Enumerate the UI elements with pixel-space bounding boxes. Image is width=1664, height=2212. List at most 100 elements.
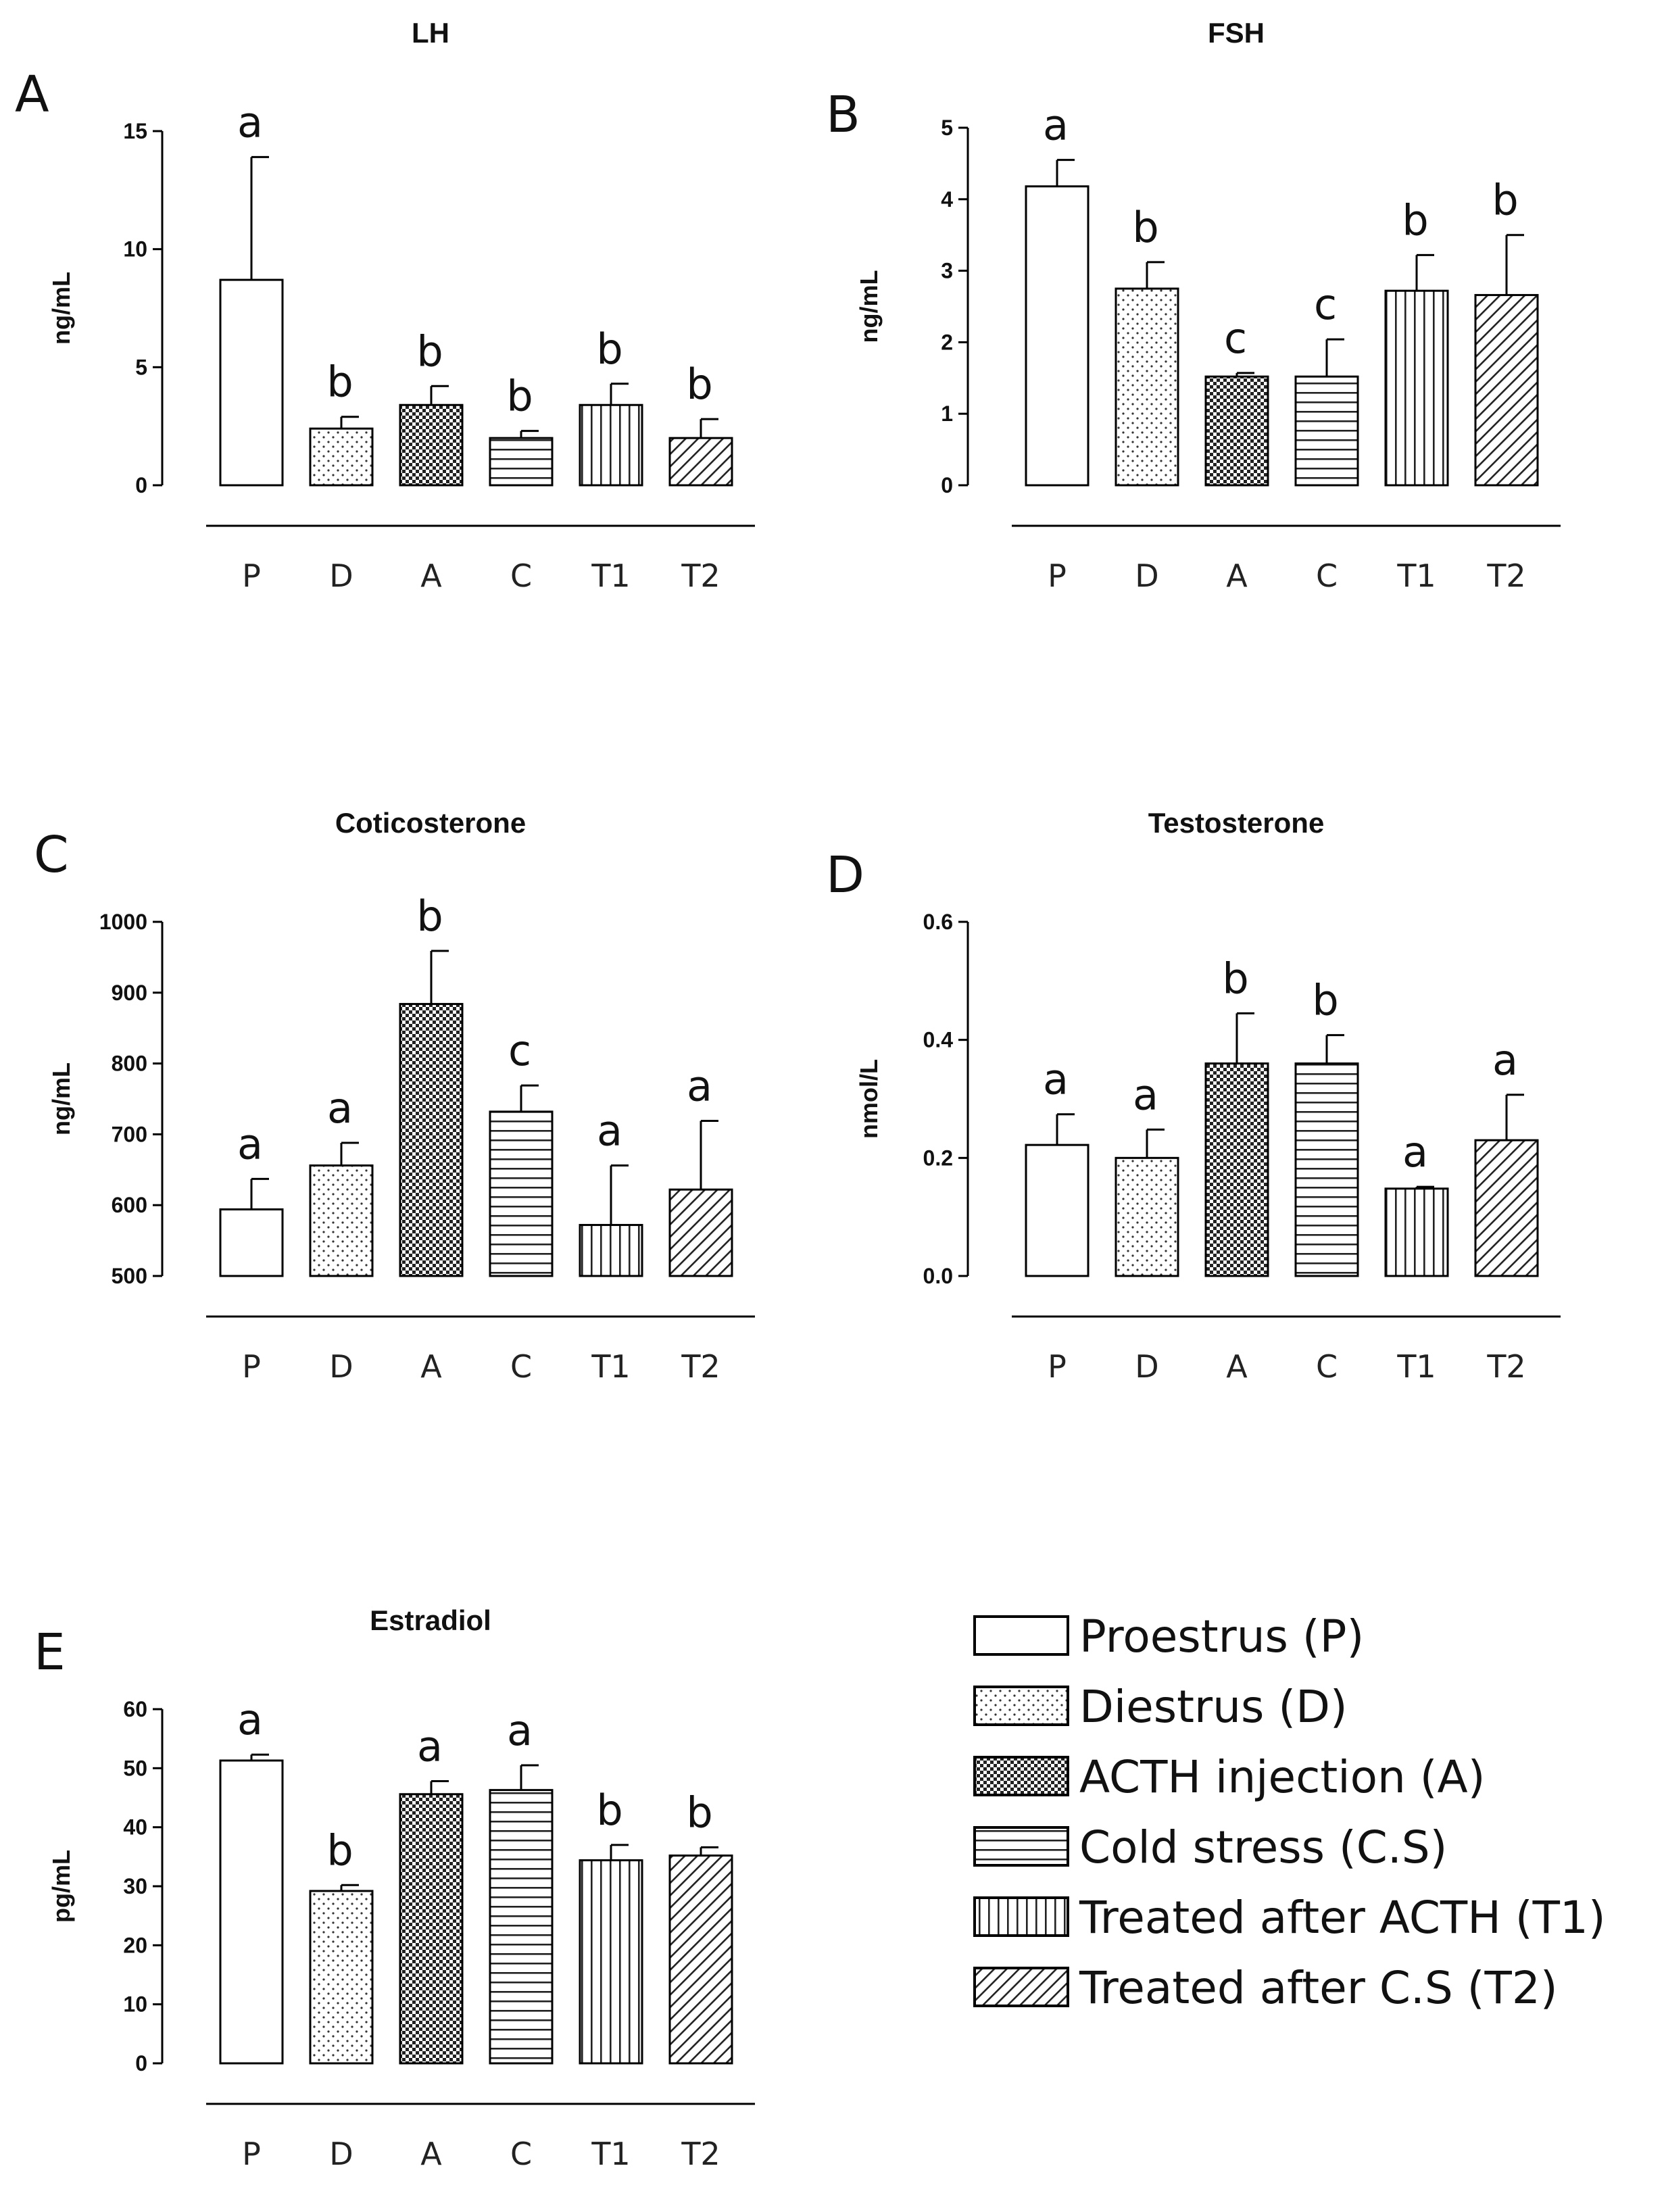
significance-letter: b	[596, 1786, 622, 1835]
x-tick-label: A	[420, 2136, 442, 2172]
legend-item-p: Proestrus (P)	[973, 1611, 1364, 1663]
significance-letter: a	[1043, 1055, 1069, 1104]
chart-corticosterone: Coticosterone ng/mL 500 600 700 800 900 1000 a Pa…	[47, 807, 755, 1385]
significance-letter: b	[1402, 195, 1428, 245]
x-tick-label: C	[510, 558, 532, 594]
chart-estradiol: Estradiol pg/mL 0 10 20 30 40 50 60 a Pb Da Aa Cb T1 b T…	[47, 1604, 755, 2172]
y-tick-label: 10	[123, 237, 147, 262]
legend-item-a: ACTH injection (A)	[973, 1751, 1485, 1803]
y-tick-label: 3	[941, 259, 953, 283]
x-tick-label: T1	[591, 1348, 630, 1385]
legend-label: ACTH injection (A)	[1079, 1751, 1485, 1803]
y-tick-label: 20	[123, 1933, 147, 1957]
bar-c	[489, 1110, 554, 1277]
x-tick-label: C	[510, 1348, 532, 1385]
bar-t1	[579, 403, 643, 487]
bar-t2	[1474, 294, 1539, 487]
x-tick-label: A	[420, 558, 442, 594]
legend-label: Treated after C.S (T2)	[1079, 1962, 1558, 2014]
legend-label: Proestrus (P)	[1079, 1611, 1364, 1663]
legend-swatch	[973, 1756, 1069, 1796]
legend-label: Diestrus (D)	[1079, 1681, 1348, 1733]
bar-p	[219, 1208, 284, 1277]
significance-letter: b	[1312, 976, 1338, 1025]
y-tick-label: 900	[112, 981, 147, 1005]
significance-letter: c	[1314, 280, 1337, 329]
significance-letter: a	[507, 1706, 533, 1755]
y-axis-label: ng/mL	[47, 1062, 75, 1135]
bar-c	[1294, 375, 1359, 487]
legend: Proestrus (P) Diestrus (D) ACTH injection …	[973, 1611, 1606, 2014]
bar-t1	[579, 1859, 643, 2065]
legend-swatch	[973, 1826, 1069, 1867]
bar-t1	[1384, 1187, 1449, 1277]
bar-c	[489, 1789, 554, 2065]
bar-d	[309, 1164, 374, 1277]
significance-letter: b	[596, 324, 622, 374]
x-tick-label: P	[242, 1348, 261, 1385]
x-tick-label: A	[1226, 558, 1248, 594]
y-tick-label: 2	[941, 330, 953, 354]
chart-title: FSH	[1208, 17, 1265, 49]
bar-a	[1204, 1062, 1269, 1277]
x-tick-label: C	[1316, 558, 1338, 594]
significance-letter: a	[597, 1106, 622, 1156]
bar-d	[1115, 287, 1179, 487]
y-axis-label: ng/mL	[47, 272, 75, 345]
chart-fsh: FSH ng/mL 0 1 2 3 4 5 a Pb Dc Ac Cb T1 b T2	[855, 17, 1561, 594]
x-tick-label: D	[329, 1348, 353, 1385]
significance-letter: b	[1492, 176, 1518, 225]
significance-letter: a	[417, 1722, 443, 1771]
y-tick-label: 10	[123, 1992, 147, 2017]
bar-t2	[1474, 1139, 1539, 1277]
significance-letter: b	[686, 360, 712, 409]
y-tick-label: 700	[112, 1122, 147, 1146]
significance-letter: a	[1492, 1035, 1518, 1085]
y-tick-label: 0.0	[923, 1264, 953, 1288]
chart-title: Estradiol	[370, 1604, 491, 1636]
bar-c	[489, 437, 554, 487]
x-tick-label: T2	[681, 558, 720, 594]
y-axis-label: nmol/L	[855, 1059, 883, 1139]
significance-letter: b	[1132, 203, 1158, 252]
panel-letter-e: E	[34, 1623, 66, 1681]
x-tick-label: P	[1048, 558, 1067, 594]
significance-letter: b	[326, 358, 353, 407]
x-tick-label: T1	[1396, 558, 1436, 594]
x-tick-label: T1	[1396, 1348, 1436, 1385]
x-tick-label: D	[329, 2136, 353, 2172]
y-tick-label: 0	[135, 473, 147, 497]
y-tick-label: 50	[123, 1756, 147, 1780]
y-tick-label: 0	[941, 473, 953, 497]
bar-a	[399, 1793, 464, 2065]
significance-letter: a	[237, 97, 263, 147]
legend-swatch	[973, 1686, 1069, 1726]
y-tick-label: 0.2	[923, 1146, 953, 1170]
y-tick-label: 40	[123, 1815, 147, 1840]
legend-item-t2: Treated after C.S (T2)	[973, 1962, 1558, 2014]
y-axis-label: pg/mL	[47, 1850, 75, 1923]
x-tick-label: T2	[681, 1348, 720, 1385]
y-tick-label: 500	[112, 1264, 147, 1288]
significance-letter: a	[237, 1695, 263, 1744]
x-tick-label: D	[1135, 1348, 1158, 1385]
y-tick-label: 1	[941, 401, 953, 426]
x-tick-label: P	[242, 2136, 261, 2172]
significance-letter: c	[508, 1026, 531, 1075]
y-tick-label: 5	[135, 355, 147, 379]
significance-letter: a	[1043, 101, 1069, 150]
x-tick-label: A	[1226, 1348, 1248, 1385]
significance-letter: b	[416, 326, 443, 376]
y-tick-label: 4	[941, 187, 953, 212]
bar-p	[1025, 1144, 1090, 1277]
chart-lh: LH ng/mL 0 5 10 15 a Pb Db Ab Cb T1 b T2	[47, 17, 755, 594]
legend-swatch	[973, 1896, 1069, 1937]
significance-letter: c	[1224, 314, 1247, 363]
bar-c	[1294, 1062, 1359, 1277]
legend-item-c: Cold stress (C.S)	[973, 1821, 1447, 1873]
x-tick-label: D	[1135, 558, 1158, 594]
bar-p	[219, 278, 284, 487]
bar-t2	[668, 1854, 733, 2065]
y-tick-label: 60	[123, 1697, 147, 1721]
significance-letter: b	[416, 891, 443, 941]
